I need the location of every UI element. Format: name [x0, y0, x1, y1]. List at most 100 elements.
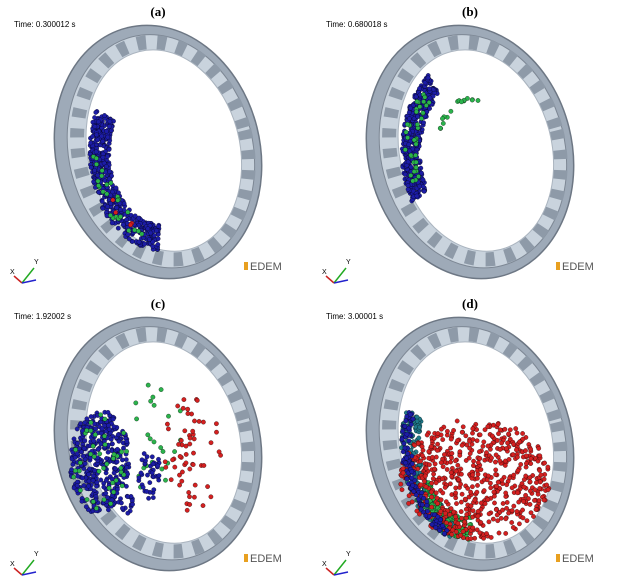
particle — [412, 169, 416, 173]
particle — [152, 440, 156, 444]
particle — [134, 401, 138, 405]
particle — [107, 147, 111, 151]
particle — [151, 395, 155, 399]
particle — [119, 466, 123, 470]
particle — [120, 458, 124, 462]
particle — [451, 428, 455, 432]
particle — [511, 442, 515, 446]
particle — [433, 462, 437, 466]
particle — [75, 441, 79, 445]
particle — [505, 441, 509, 445]
particle — [156, 242, 160, 246]
particle — [458, 482, 462, 486]
particle — [122, 201, 126, 205]
particle — [415, 99, 419, 103]
particle — [133, 214, 137, 218]
particle — [107, 486, 111, 490]
particle — [407, 110, 411, 114]
particle — [455, 438, 459, 442]
particle — [489, 486, 493, 490]
particle — [188, 502, 192, 506]
particle — [107, 124, 111, 128]
particle — [146, 227, 150, 231]
particle — [109, 502, 113, 506]
particle — [478, 433, 482, 437]
particle — [494, 453, 498, 457]
particle — [78, 461, 82, 465]
particle — [127, 228, 131, 232]
particle — [85, 497, 89, 501]
particle — [73, 455, 77, 459]
particle — [425, 509, 429, 513]
particle — [156, 457, 160, 461]
particle — [432, 436, 436, 440]
particle — [407, 439, 411, 443]
particle — [497, 531, 501, 535]
particle — [115, 447, 119, 451]
particle — [191, 451, 195, 455]
particle — [177, 473, 181, 477]
particle — [439, 427, 443, 431]
particle — [471, 463, 475, 467]
particle — [445, 467, 449, 471]
time-label: Time: 0.300012 s — [14, 20, 76, 29]
particle — [451, 528, 455, 532]
axis-x-label: X — [10, 269, 15, 276]
particle — [184, 461, 188, 465]
particle — [121, 431, 125, 435]
particle — [484, 450, 488, 454]
particle — [413, 153, 417, 157]
particle — [112, 471, 116, 475]
particle — [205, 484, 209, 488]
particle — [462, 520, 466, 524]
particle — [538, 454, 542, 458]
particle — [92, 439, 96, 443]
panel: (d)Time: 3.00001 sXYEDEM — [322, 295, 600, 583]
particle — [482, 440, 486, 444]
time-label: Time: 1.92002 s — [14, 312, 71, 321]
drum — [340, 3, 600, 301]
particle — [415, 115, 419, 119]
particle — [478, 531, 482, 535]
particle — [450, 451, 454, 455]
particle — [507, 457, 511, 461]
particle — [85, 428, 89, 432]
particle — [165, 422, 169, 426]
particle — [435, 442, 439, 446]
particle — [104, 478, 108, 482]
particle — [523, 493, 527, 497]
particle — [152, 233, 156, 237]
particle — [427, 87, 431, 91]
particle — [91, 444, 95, 448]
particle — [101, 466, 105, 470]
particle — [104, 491, 108, 495]
particle — [163, 460, 167, 464]
particle — [146, 383, 150, 387]
particle — [476, 98, 480, 102]
particle — [493, 472, 497, 476]
particle — [83, 420, 87, 424]
particle — [84, 505, 88, 509]
particle — [409, 173, 413, 177]
particle — [421, 121, 425, 125]
particle — [403, 148, 407, 152]
particle — [134, 417, 138, 421]
particle — [475, 490, 479, 494]
particle — [468, 451, 472, 455]
particle — [424, 103, 428, 107]
axis-x-label: X — [322, 269, 327, 276]
particle — [188, 436, 192, 440]
particle — [172, 449, 176, 453]
particle — [126, 494, 130, 498]
particle — [483, 502, 487, 506]
particle — [427, 449, 431, 453]
particle — [440, 116, 444, 120]
particle — [89, 414, 93, 418]
particle — [90, 134, 94, 138]
particle — [489, 535, 493, 539]
particle — [481, 536, 485, 540]
particle — [449, 109, 453, 113]
particle — [417, 425, 421, 429]
particle — [102, 498, 106, 502]
axis-y-label: Y — [34, 551, 39, 558]
